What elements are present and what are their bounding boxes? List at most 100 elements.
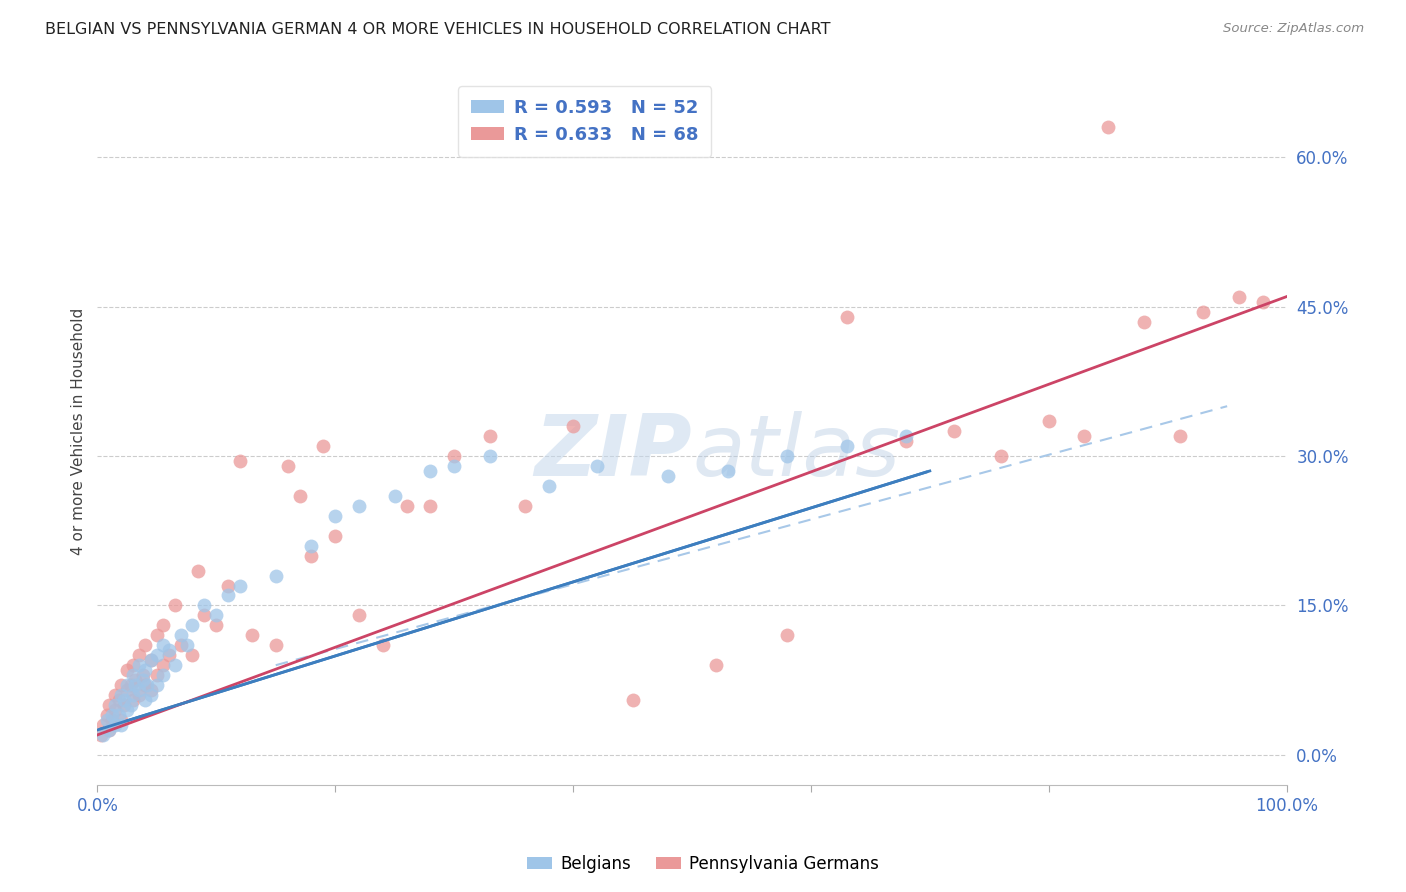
- Point: [152, 638, 174, 652]
- Point: [176, 638, 198, 652]
- Point: [146, 668, 169, 682]
- Point: [152, 618, 174, 632]
- Point: [122, 658, 145, 673]
- Legend: R = 0.593   N = 52, R = 0.633   N = 68: R = 0.593 N = 52, R = 0.633 N = 68: [458, 87, 711, 157]
- Point: [181, 648, 204, 663]
- Point: [1097, 120, 1119, 135]
- Point: [112, 698, 135, 712]
- Point: [104, 698, 127, 712]
- Point: [104, 688, 127, 702]
- Y-axis label: 4 or more Vehicles in Household: 4 or more Vehicles in Household: [72, 308, 86, 555]
- Point: [124, 678, 146, 692]
- Point: [128, 688, 150, 702]
- Point: [152, 658, 174, 673]
- Point: [98, 698, 121, 712]
- Point: [139, 653, 162, 667]
- Point: [240, 628, 263, 642]
- Point: [371, 638, 394, 652]
- Point: [217, 589, 239, 603]
- Point: [1192, 304, 1215, 318]
- Point: [157, 643, 180, 657]
- Point: [90, 728, 112, 742]
- Point: [478, 429, 501, 443]
- Point: [110, 718, 132, 732]
- Point: [1073, 429, 1095, 443]
- Point: [98, 723, 121, 737]
- Point: [229, 454, 252, 468]
- Point: [942, 424, 965, 438]
- Point: [96, 708, 118, 723]
- Point: [217, 578, 239, 592]
- Point: [1227, 290, 1250, 304]
- Point: [104, 718, 127, 732]
- Point: [288, 489, 311, 503]
- Point: [169, 628, 191, 642]
- Point: [139, 653, 162, 667]
- Point: [990, 449, 1012, 463]
- Point: [894, 429, 917, 443]
- Point: [384, 489, 406, 503]
- Point: [131, 668, 153, 682]
- Point: [136, 678, 159, 692]
- Point: [134, 663, 156, 677]
- Point: [96, 713, 118, 727]
- Point: [1168, 429, 1191, 443]
- Point: [776, 449, 799, 463]
- Point: [157, 648, 180, 663]
- Point: [122, 688, 145, 702]
- Point: [704, 658, 727, 673]
- Legend: Belgians, Pennsylvania Germans: Belgians, Pennsylvania Germans: [520, 848, 886, 880]
- Point: [264, 638, 287, 652]
- Point: [229, 578, 252, 592]
- Point: [1133, 314, 1156, 328]
- Point: [419, 499, 441, 513]
- Point: [146, 628, 169, 642]
- Point: [120, 698, 142, 712]
- Point: [515, 499, 537, 513]
- Point: [91, 718, 114, 732]
- Point: [299, 549, 322, 563]
- Point: [110, 678, 132, 692]
- Point: [134, 693, 156, 707]
- Point: [205, 608, 228, 623]
- Point: [122, 693, 145, 707]
- Point: [187, 564, 209, 578]
- Point: [128, 648, 150, 663]
- Point: [299, 539, 322, 553]
- Point: [894, 434, 917, 448]
- Point: [139, 688, 162, 702]
- Text: atlas: atlas: [692, 411, 900, 494]
- Point: [193, 608, 215, 623]
- Point: [443, 458, 465, 473]
- Point: [100, 708, 122, 723]
- Point: [110, 688, 132, 702]
- Text: Source: ZipAtlas.com: Source: ZipAtlas.com: [1223, 22, 1364, 36]
- Point: [110, 713, 132, 727]
- Point: [538, 479, 561, 493]
- Point: [120, 678, 142, 692]
- Text: BELGIAN VS PENNSYLVANIA GERMAN 4 OR MORE VEHICLES IN HOUSEHOLD CORRELATION CHART: BELGIAN VS PENNSYLVANIA GERMAN 4 OR MORE…: [45, 22, 831, 37]
- Point: [115, 703, 138, 717]
- Point: [1038, 414, 1060, 428]
- Point: [277, 458, 299, 473]
- Point: [181, 618, 204, 632]
- Point: [112, 693, 135, 707]
- Point: [124, 673, 146, 688]
- Point: [395, 499, 418, 513]
- Point: [98, 723, 121, 737]
- Point: [323, 508, 346, 523]
- Point: [478, 449, 501, 463]
- Point: [312, 439, 335, 453]
- Point: [347, 499, 370, 513]
- Point: [107, 693, 129, 707]
- Point: [1251, 294, 1274, 309]
- Point: [835, 310, 858, 324]
- Point: [347, 608, 370, 623]
- Point: [107, 708, 129, 723]
- Point: [562, 419, 585, 434]
- Point: [163, 658, 186, 673]
- Point: [657, 469, 679, 483]
- Point: [585, 458, 607, 473]
- Point: [115, 663, 138, 677]
- Point: [139, 683, 162, 698]
